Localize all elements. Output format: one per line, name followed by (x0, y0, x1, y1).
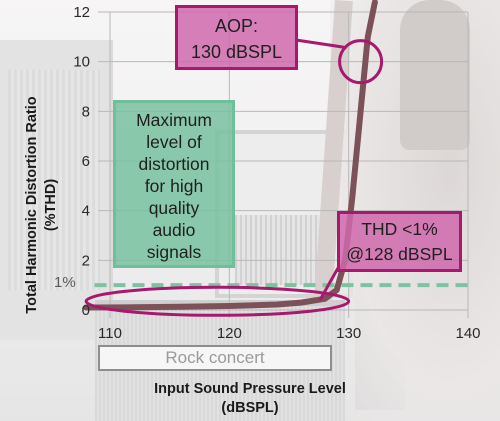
x-axis-title-line: (dBSPL) (221, 400, 278, 416)
amplifier-center-grille (235, 215, 325, 285)
y-tick-label: 6 (82, 153, 90, 170)
y-axis-title: Total Harmonic Distortion Ratio (%THD) (24, 96, 59, 313)
series-layer (83, 0, 378, 311)
x-tick-label: 140 (455, 325, 480, 342)
aop-callout: AOP: 130 dBSPL (175, 5, 298, 70)
guitarist-shirt-image (400, 0, 470, 150)
axis-titles: Total Harmonic Distortion Ratio (%THD) Inp… (24, 96, 346, 416)
callout-line: 130 dBSPL (190, 42, 283, 62)
callout-line: audio (152, 220, 196, 240)
y-tick-label: 10 (73, 54, 90, 71)
y-tick-label: 0 (82, 302, 90, 319)
callout-line: THD <1% (361, 219, 438, 239)
callout-line: Maximum (136, 110, 212, 130)
reference-line-label: 1% (54, 274, 76, 291)
scene-tag: Rock concert (98, 345, 332, 371)
callout-line: quality (148, 198, 200, 218)
y-axis-title-line: Total Harmonic Distortion Ratio (24, 96, 40, 313)
callout-line: level of (146, 132, 202, 152)
highlight-layer (84, 38, 384, 317)
aop-highlight-circle (338, 39, 384, 85)
tick-labels: 0 2 4 6 8 10 12 110 120 130 140 (73, 4, 480, 342)
thd-connector-line (318, 267, 340, 301)
x-tick-label: 110 (98, 325, 122, 342)
thd-callout: THD <1% @128 dBSPL (337, 211, 462, 272)
y-tick-label: 2 (82, 252, 90, 269)
y-tick-label: 8 (82, 103, 90, 120)
x-axis-title: Input Sound Pressure Level (dBSPL) (154, 381, 346, 416)
thd-curve-line (83, 0, 378, 311)
low-thd-highlight-ellipse (84, 285, 351, 317)
y-tick-label: 4 (82, 203, 90, 220)
x-tick-label: 120 (217, 325, 242, 342)
callout-line: signals (146, 242, 202, 262)
callout-line: AOP: (214, 16, 258, 36)
amplifier-left-grille (8, 70, 100, 290)
max-distortion-callout: Maximum level of distortion for high qua… (113, 100, 235, 268)
callout-line: @128 dBSPL (346, 244, 453, 264)
y-tick-label: 12 (73, 4, 90, 21)
callout-line: distortion (138, 154, 210, 174)
y-axis-title-line: (%THD) (43, 179, 59, 232)
x-axis-title-line: Input Sound Pressure Level (154, 381, 346, 397)
x-tick-label: 130 (336, 325, 361, 342)
callout-line: for high (144, 176, 204, 196)
aop-connector-line (295, 38, 347, 50)
